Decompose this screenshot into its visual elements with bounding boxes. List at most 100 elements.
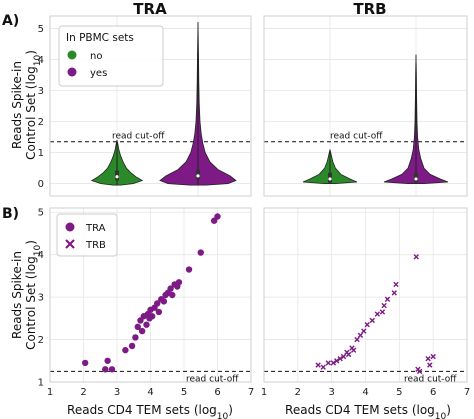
point-tra [134, 323, 141, 331]
plot-frame [49, 207, 252, 383]
point-trb [361, 328, 367, 334]
point-trb [430, 353, 436, 360]
point-trb [330, 360, 337, 366]
x-tick-label: 3 [328, 387, 334, 398]
point-tra [197, 249, 204, 256]
point-trb [374, 311, 381, 317]
x-tick-label: 6 [214, 387, 220, 398]
x-tick-label: 4 [362, 387, 368, 398]
point-trb [350, 347, 357, 353]
cutoff-label: read cut-off [112, 132, 165, 142]
plot-frame [49, 15, 252, 197]
legend: In PBMC sets no yes [58, 25, 164, 87]
x-tick-label: 1 [261, 387, 267, 398]
x-tick-label: 1 [47, 387, 53, 398]
y-tick-label: 4 [38, 55, 44, 66]
point-tra [167, 285, 174, 292]
x-tick-label: 5 [181, 387, 187, 398]
point-tra [214, 213, 221, 220]
violin-median [196, 174, 200, 178]
y-tick-label: 5 [38, 24, 44, 35]
x-tick-label: 4 [147, 387, 153, 398]
point-trb [315, 362, 321, 368]
point-trb [320, 364, 326, 370]
x-tick-label: 3 [114, 387, 120, 398]
panel-label-a: A) [2, 13, 19, 29]
y-tick-label: 5 [38, 208, 44, 219]
panel-title-tra: TRA [133, 0, 167, 18]
point-trb [325, 360, 331, 366]
cutoff-label: read cut-off [186, 374, 239, 384]
legend-label-tra: TRA [85, 223, 106, 234]
point-trb [379, 309, 386, 315]
point-trb [425, 355, 431, 362]
y-tick-label: 0 [38, 179, 44, 190]
scatter-panel-trb: read cut-off 1 2 3 4 5 6 7 [261, 207, 470, 398]
y-tick-label: 1 [38, 148, 44, 159]
legend-title: In PBMC sets [66, 32, 134, 44]
cutoff-label: read cut-off [330, 132, 383, 142]
point-tra [148, 313, 156, 320]
violin-median [328, 177, 332, 181]
plot-frame [263, 207, 468, 383]
x-axis-label-left: Reads CD4 TEM sets (log10) [67, 403, 233, 419]
point-tra [132, 334, 139, 341]
violin-panel-tra: read cut-off TRA 0 1 2 3 4 5 In PBMC sets no … [38, 0, 252, 197]
x-tick-label: 2 [80, 387, 86, 398]
legend-label-yes: yes [90, 68, 107, 79]
point-trb [364, 322, 370, 328]
point-trb [345, 351, 352, 358]
legend: TRA TRB [56, 213, 118, 257]
violin-median [115, 175, 119, 179]
point-tra [102, 366, 109, 373]
legend-label-trb: TRB [85, 240, 106, 251]
x-tick-label: 5 [396, 387, 402, 398]
y-tick-label: 4 [38, 250, 44, 261]
point-trb [381, 302, 387, 309]
y-tick-label: 2 [38, 335, 44, 346]
y-tick-label: 3 [38, 86, 44, 97]
point-tra [160, 298, 168, 305]
point-trb [334, 358, 340, 364]
legend-marker-no [67, 50, 77, 60]
point-tra [175, 279, 183, 286]
panel-label-b: B) [2, 206, 19, 222]
y-tick-label: 2 [38, 117, 44, 128]
point-tra [155, 308, 163, 316]
point-trb [357, 332, 364, 339]
point-trb [369, 317, 375, 324]
point-trb [391, 290, 397, 296]
x-tick-label: 6 [430, 387, 436, 398]
x-tick-label: 2 [295, 387, 301, 398]
y-tick-label: 3 [38, 293, 44, 304]
panel-title-trb: TRB [353, 0, 386, 18]
legend-marker-yes [67, 67, 77, 77]
point-trb [413, 254, 419, 260]
point-tra [81, 359, 89, 367]
point-trb [354, 336, 360, 343]
violin-median [414, 177, 418, 181]
x-tick-label: 7 [248, 387, 254, 398]
point-tra [154, 300, 161, 307]
point-tra [104, 357, 111, 364]
legend-marker-trb [65, 239, 75, 249]
point-trb [393, 281, 399, 288]
point-tra [108, 366, 116, 373]
x-axis-label-right: Reads CD4 TEM sets (log10) [285, 403, 451, 419]
point-tra [138, 327, 146, 335]
y-axis-label-a: Reads Spike-inControl Set (log10) [10, 50, 43, 160]
point-trb [416, 368, 423, 375]
point-trb [340, 353, 347, 360]
x-tick-label: 7 [464, 387, 470, 398]
point-tra [122, 346, 129, 354]
cutoff-label: read cut-off [404, 374, 457, 384]
point-tra [128, 342, 136, 350]
violin-panel-trb: read cut-off TRB [263, 0, 468, 197]
legend-label-no: no [90, 51, 102, 62]
point-trb [384, 296, 391, 302]
point-trb [337, 355, 343, 362]
scatter-panel-tra: read cut-off 1 2 3 4 5 6 7 1 2 3 4 5 TRA TRB [38, 207, 254, 398]
legend-marker-tra [65, 222, 75, 232]
point-tra [143, 321, 150, 328]
